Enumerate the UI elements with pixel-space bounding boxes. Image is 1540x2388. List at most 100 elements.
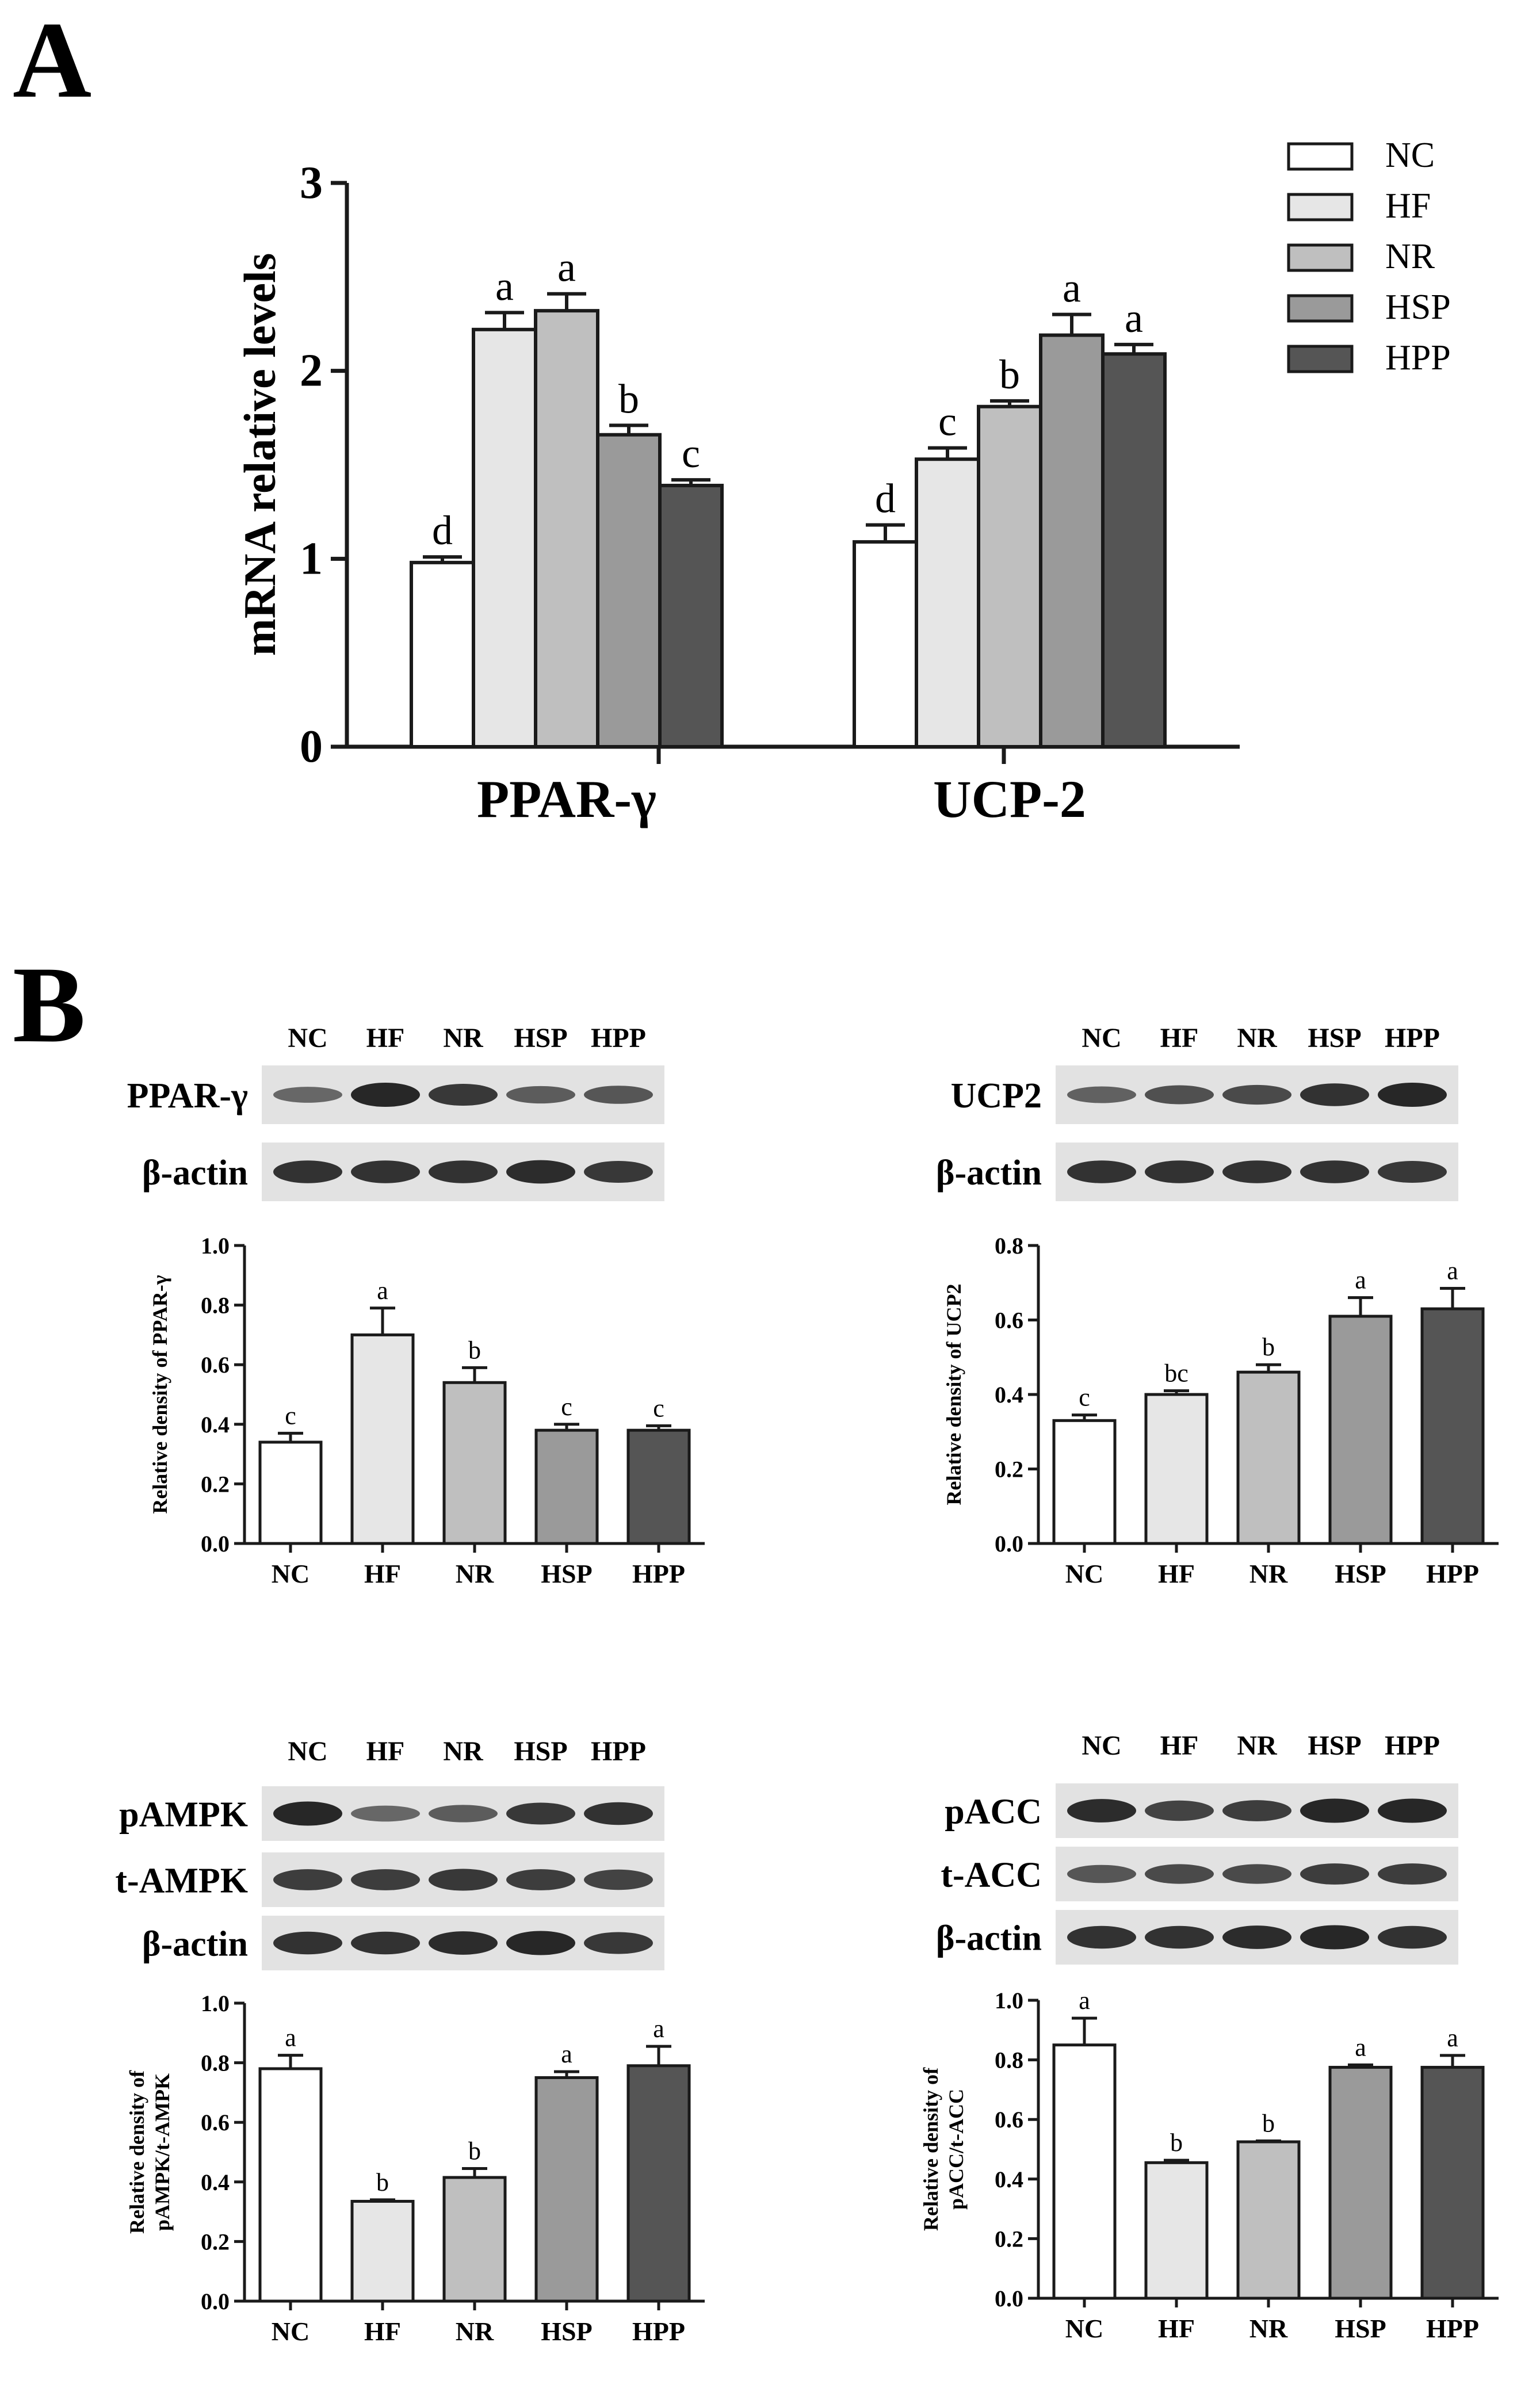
mrna-y-tick-label: 1	[300, 533, 323, 584]
blot-lane-label: HF	[366, 1023, 405, 1053]
legend-label: HSP	[1385, 288, 1451, 327]
ampk-x-tick-label: HSP	[541, 2317, 592, 2346]
ppar-chart: 0.0 0.2 0.4 0.6 0.8 1.0 Relative density of PP…	[148, 1233, 705, 1588]
blot-band	[1145, 1160, 1214, 1183]
ampk-significance-letter: a	[285, 2024, 296, 2052]
ppar-y-tick-label: 0.0	[201, 1531, 230, 1557]
panel-b-letter: B	[13, 945, 86, 1065]
mrna-significance-letter: a	[1125, 295, 1143, 341]
acc-bar-hsp	[1328, 2066, 1393, 2300]
mrna-bar-hpp	[1101, 352, 1167, 748]
blot-lane-label: NR	[443, 1023, 484, 1053]
mrna-significance-letter: c	[938, 399, 957, 445]
blot-row-label: β-actin	[936, 1919, 1042, 1958]
mrna-bar-hf	[915, 457, 980, 748]
blot-band	[429, 1805, 498, 1822]
ppar-y-axis-label: Relative density of PPAR-γ	[148, 1275, 171, 1514]
blot_ucp2: NC HF NR HSP HPP UCP2 β-actin	[936, 1023, 1458, 1201]
ampk-y-axis-label: pAMPK/t-AMPK	[151, 2073, 174, 2231]
blot-band	[584, 1932, 653, 1954]
blot-band	[1067, 1160, 1136, 1183]
blot-band	[506, 1086, 575, 1104]
acc-significance-letter: b	[1262, 2109, 1275, 2137]
acc-x-tick-label: HSP	[1335, 2314, 1386, 2343]
ucp2-x-tick-label: NR	[1249, 1559, 1288, 1588]
mrna-bar-hsp	[596, 433, 662, 748]
blot-band	[1222, 1864, 1291, 1884]
blot-band	[273, 1931, 342, 1955]
ppar-x-tick-label: HPP	[632, 1559, 685, 1588]
ampk-x-tick-label: NR	[456, 2317, 494, 2346]
ucp2-x-tick-label: HPP	[1426, 1559, 1479, 1588]
acc-y-tick-label: 0.6	[995, 2107, 1023, 2133]
legend-swatch	[1287, 142, 1354, 171]
blot-row-label: pACC	[945, 1793, 1042, 1832]
ampk-significance-letter: b	[468, 2137, 481, 2165]
blot-row-label: t-AMPK	[115, 1862, 248, 1901]
blot-row-label: UCP2	[951, 1076, 1042, 1115]
ucp2-significance-letter: b	[1262, 1333, 1275, 1361]
ppar-bar-nc	[258, 1441, 323, 1545]
mrna-bar-hpp	[658, 483, 724, 749]
ppar-y-tick-label: 0.8	[201, 1293, 230, 1319]
blot-row-label: β-actin	[936, 1153, 1042, 1193]
blot-band	[273, 1801, 342, 1826]
acc-y-tick-label: 0.4	[995, 2167, 1023, 2192]
ucp2-bar-hsp	[1328, 1315, 1393, 1545]
ucp2-significance-letter: a	[1355, 1266, 1366, 1294]
ucp2-bar-hpp	[1420, 1307, 1485, 1545]
blot-band	[1378, 1863, 1447, 1885]
blot-band	[429, 1160, 498, 1183]
mrna-y-tick-label: 2	[300, 346, 323, 396]
blot_ampk: NC HF NR HSP HPP pAMPK t-AMPK β-actin	[115, 1736, 664, 1970]
ampk-y-tick-label: 1.0	[201, 1990, 230, 2016]
ampk-x-tick-label: HF	[364, 2317, 401, 2346]
mrna-y-tick-label: 0	[300, 721, 323, 772]
ucp2-y-tick-label: 0.4	[995, 1382, 1023, 1408]
blot-band	[1222, 1160, 1291, 1183]
mrna-chart: 0 1 2 3 mRNA relative levels PPAR-γ UCP-2 d d a c a…	[235, 136, 1451, 828]
blot-band	[273, 1087, 342, 1103]
blot-band	[1300, 1925, 1369, 1950]
acc-y-tick-label: 0.8	[995, 2047, 1023, 2073]
blot-band	[429, 1869, 498, 1891]
legend-swatch	[1287, 345, 1354, 373]
acc-y-tick-label: 1.0	[995, 1988, 1023, 2013]
mrna-category-label: UCP-2	[933, 770, 1086, 828]
ampk-y-tick-label: 0.0	[201, 2288, 230, 2314]
ppar-x-tick-label: NC	[272, 1559, 309, 1588]
ppar-bar-hpp	[626, 1428, 691, 1545]
blot-band	[506, 1869, 575, 1890]
ampk-bar-hpp	[626, 2064, 691, 2303]
blot-band	[1145, 1800, 1214, 1821]
blot-band	[1300, 1083, 1369, 1106]
ucp2-chart: 0.0 0.2 0.4 0.6 0.8 Relative density of UCP2 c…	[942, 1233, 1499, 1588]
blot-lane-label: NR	[443, 1736, 484, 1767]
blot-band	[506, 1802, 575, 1825]
ampk-x-tick-label: HPP	[632, 2317, 685, 2346]
acc-chart: 0.0 0.2 0.4 0.6 0.8 1.0 Relative density of pAC…	[919, 1986, 1499, 2343]
blot-band	[351, 1931, 420, 1955]
ampk-bar-nr	[442, 2176, 507, 2303]
ucp2-significance-letter: a	[1447, 1256, 1458, 1285]
acc-y-tick-label: 0.0	[995, 2286, 1023, 2311]
ucp2-x-tick-label: NC	[1065, 1559, 1103, 1588]
ampk-y-axis-label: Relative density of	[125, 2070, 148, 2234]
ppar-significance-letter: b	[468, 1336, 481, 1364]
blot-band	[1145, 1864, 1214, 1884]
blot-band	[273, 1160, 342, 1183]
ppar-x-tick-label: HSP	[541, 1559, 592, 1588]
ampk-y-tick-label: 0.4	[201, 2169, 230, 2195]
acc-bar-hf	[1144, 2161, 1209, 2300]
mrna-significance-letter: a	[495, 263, 514, 309]
ucp2-bar-nc	[1052, 1419, 1117, 1545]
acc-x-tick-label: NR	[1249, 2314, 1288, 2343]
mrna-significance-letter: c	[682, 430, 700, 476]
mrna-y-axis-label: mRNA relative levels	[235, 253, 285, 656]
ppar-significance-letter: a	[377, 1277, 388, 1305]
ppar-bar-hf	[350, 1333, 415, 1545]
blot_ppar: NC HF NR HSP HPP PPAR-γ β-actin	[127, 1023, 664, 1201]
blot-band	[1067, 1925, 1136, 1949]
